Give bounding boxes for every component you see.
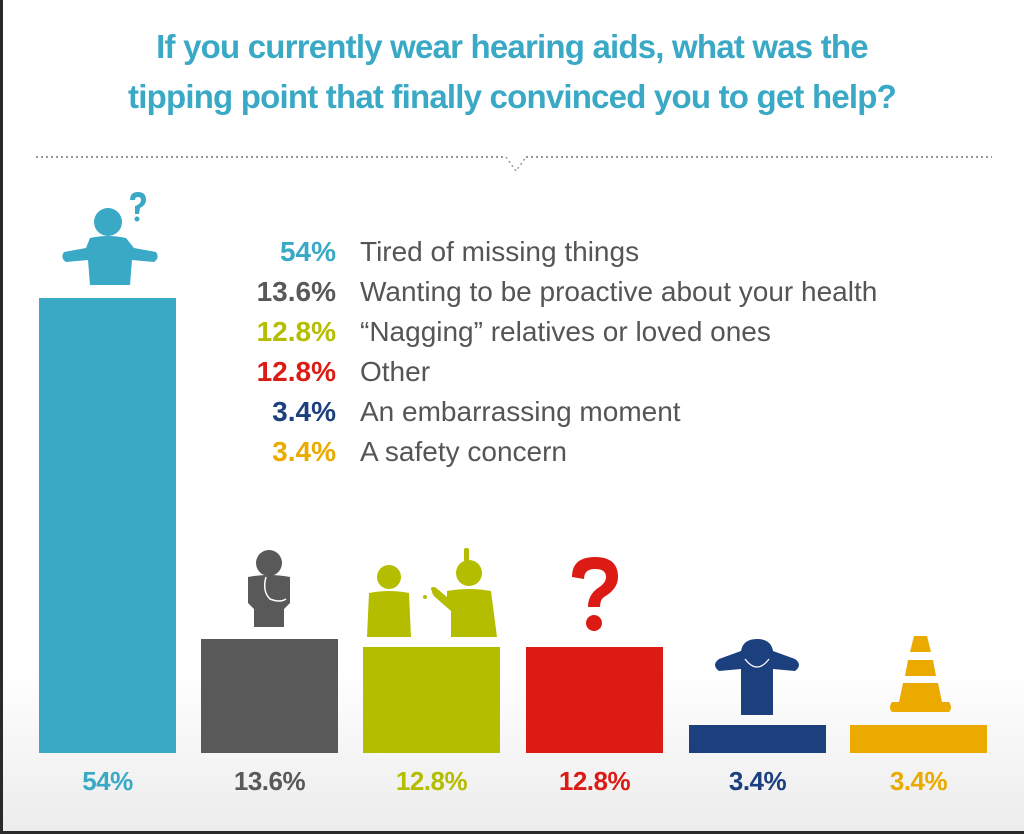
bar-value-label: 3.4% — [889, 766, 948, 796]
question-mark-icon — [572, 557, 618, 631]
legend-label: Wanting to be proactive about your healt… — [360, 276, 878, 307]
bar-value-label: 12.8% — [395, 766, 468, 796]
legend-pct: 3.4% — [272, 396, 336, 427]
traffic-cone-icon — [890, 636, 951, 712]
bar-safety-concern — [850, 725, 987, 753]
bar-value-label: 13.6% — [233, 766, 306, 796]
legend-item: 3.4% A safety concern — [230, 432, 877, 472]
chart-title: If you currently wear hearing aids, what… — [0, 22, 1024, 122]
bottom-frame-border — [0, 831, 1024, 834]
legend-item: 3.4% An embarrassing moment — [230, 392, 877, 432]
shrugging-person-icon — [62, 192, 158, 285]
legend-pct: 12.8% — [256, 356, 336, 387]
embarrassed-person-icon — [715, 639, 799, 715]
bar-proactive-health — [201, 639, 338, 753]
title-line-1: If you currently wear hearing aids, what… — [156, 28, 868, 65]
legend-label: “Nagging” relatives or loved ones — [360, 316, 771, 347]
legend-item: 12.8% “Nagging” relatives or loved ones — [230, 312, 877, 352]
legend-label: A safety concern — [360, 436, 568, 467]
bar-tired-of-missing-things — [39, 298, 176, 753]
legend-label: An embarrassing moment — [360, 396, 681, 427]
legend-pct: 13.6% — [256, 276, 336, 307]
thinking-person-icon — [248, 550, 290, 627]
nagging-people-icon — [367, 548, 497, 637]
legend-item: 13.6% Wanting to be proactive about your … — [230, 272, 878, 312]
bar-value-label: 3.4% — [728, 766, 787, 796]
bar-embarrassing-moment — [689, 725, 826, 753]
bar-value-label: 12.8% — [558, 766, 631, 796]
title-line-2: tipping point that finally convinced you… — [128, 78, 897, 115]
bar-other — [526, 647, 663, 753]
legend-pct: 3.4% — [272, 436, 336, 467]
bar-nagging-relatives — [363, 647, 500, 753]
legend-label: Tired of missing things — [360, 236, 640, 267]
legend-label: Other — [360, 356, 431, 387]
legend-pct: 12.8% — [256, 316, 336, 347]
left-frame-border — [0, 0, 3, 834]
legend-pct: 54% — [279, 236, 336, 267]
legend-item: 54% Tired of missing things — [230, 232, 877, 272]
legend-item: 12.8% Other — [230, 352, 877, 392]
bar-value-label: 54% — [82, 766, 133, 796]
dotted-divider — [36, 156, 992, 173]
legend: 54% Tired of missing things 13.6% Wanting … — [230, 232, 878, 472]
